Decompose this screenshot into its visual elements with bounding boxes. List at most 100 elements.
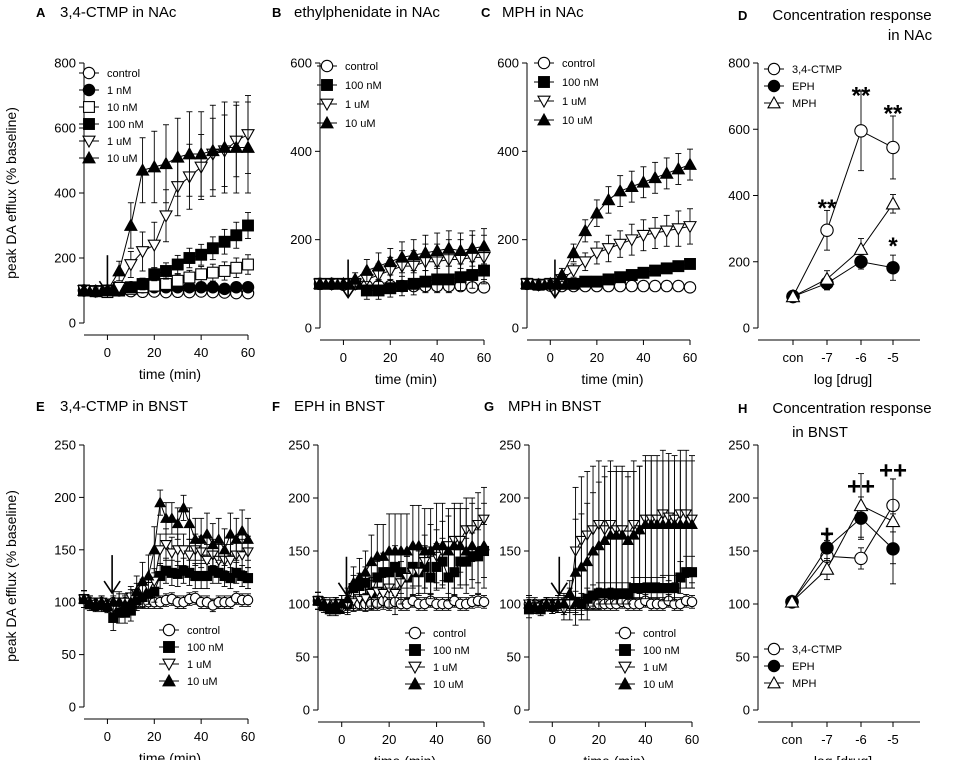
data-point [424, 544, 437, 556]
legend-marker [408, 676, 422, 690]
data-point [177, 501, 190, 513]
y-tick-label: 0 [69, 700, 76, 715]
data-point [672, 260, 685, 273]
data-point [136, 575, 149, 586]
y-tick-label: 150 [728, 544, 750, 559]
data-point [159, 210, 173, 223]
y-tick-label: 0 [743, 321, 750, 336]
y-tick-label: 800 [728, 56, 750, 71]
data-point [124, 596, 137, 607]
y-tick-label: 600 [728, 122, 750, 137]
y-tick-label: 100 [288, 597, 310, 612]
data-point [854, 551, 868, 566]
data-point [206, 538, 219, 550]
x-axis-label: log [drug] [814, 753, 872, 760]
legend-marker [408, 626, 422, 640]
data-point [313, 276, 327, 290]
data-point [335, 597, 348, 609]
legend-label: MPH [792, 98, 817, 110]
data-point [625, 279, 639, 293]
panel-title: Concentration response [772, 400, 931, 417]
legend-label: EPH [792, 81, 815, 93]
legend-label: 1 uM [643, 662, 667, 674]
legend-marker [618, 661, 632, 675]
data-point [353, 571, 366, 583]
x-tick-label: -6 [855, 732, 867, 747]
data-point [201, 555, 213, 567]
legend-label: 100 nM [433, 645, 470, 657]
data-point [218, 235, 231, 248]
x-tick-label: 40 [638, 732, 652, 747]
data-point [171, 258, 184, 271]
data-point [885, 196, 901, 210]
data-point [77, 283, 91, 296]
legend-marker [320, 59, 334, 73]
data-point [784, 594, 800, 608]
y-tick-label: 200 [499, 491, 521, 506]
legend-marker [767, 95, 781, 109]
data-point [123, 259, 138, 272]
data-point [359, 566, 372, 577]
legend-label: 1 uM [562, 96, 586, 108]
y-tick-label: 200 [728, 491, 750, 506]
x-tick-label: 20 [592, 732, 606, 747]
data-point [242, 219, 254, 232]
data-point [135, 163, 150, 176]
panel-c: C MPH in NAc 0 200 400 600 0 20 40 60 time (min) co… [481, 4, 697, 387]
panel-letter: D [738, 8, 747, 23]
data-point [365, 588, 378, 600]
panel-letter: E [36, 399, 45, 414]
legend: 3,4-CTMP EPH MPH [764, 62, 842, 110]
series-line [792, 203, 894, 297]
data-point [165, 548, 178, 560]
data-point [113, 596, 126, 607]
legend-marker [321, 79, 333, 91]
data-point [201, 527, 213, 539]
legend-marker [82, 66, 96, 80]
data-point [83, 596, 96, 607]
legend-label: 100 nM [107, 119, 144, 131]
legend-marker [767, 79, 781, 93]
data-point [194, 146, 209, 160]
x-tick-label: 40 [194, 345, 208, 360]
legend-label: 10 uM [187, 676, 218, 688]
data-point [686, 518, 698, 530]
y-tick-label: 0 [305, 321, 312, 336]
legend-marker [162, 673, 176, 687]
arrow-head [337, 582, 356, 597]
data-point [578, 223, 593, 237]
data-point [400, 544, 413, 556]
panel-title: EPH in BNST [294, 398, 385, 415]
data-point [194, 280, 208, 294]
significance-mark: * [888, 233, 898, 260]
data-point [886, 140, 900, 155]
data-point [569, 566, 582, 577]
series-line [791, 504, 894, 603]
data-point [183, 252, 196, 264]
y-tick-label: 50 [736, 650, 750, 665]
data-point [477, 239, 491, 252]
significance-mark: ++ [879, 457, 907, 484]
legend: control 100 nM 1 uM 10 uM [534, 56, 599, 127]
data-point [601, 243, 616, 256]
data-point [567, 277, 580, 290]
y-tick-label: 400 [290, 144, 312, 159]
legend-label: 10 uM [562, 115, 593, 127]
arrow-head [546, 285, 564, 299]
panel-letter: C [481, 5, 491, 20]
panel-h: H Concentration response in BNST 0 50 100 150 2… [728, 400, 931, 760]
significance-mark: + [820, 521, 834, 548]
legend-label: control [643, 628, 676, 640]
x-tick-label: 60 [685, 732, 699, 747]
legend-label: 1 nM [107, 85, 131, 97]
series-line [791, 517, 894, 603]
significance-mark: ** [852, 82, 871, 109]
data-point [581, 555, 594, 567]
y-tick-label: 200 [290, 232, 312, 247]
data-point [170, 150, 185, 163]
data-point [371, 259, 386, 272]
data-point [430, 243, 445, 257]
data-point [123, 218, 138, 231]
legend-label: 10 uM [433, 679, 464, 691]
data-point [660, 262, 673, 275]
